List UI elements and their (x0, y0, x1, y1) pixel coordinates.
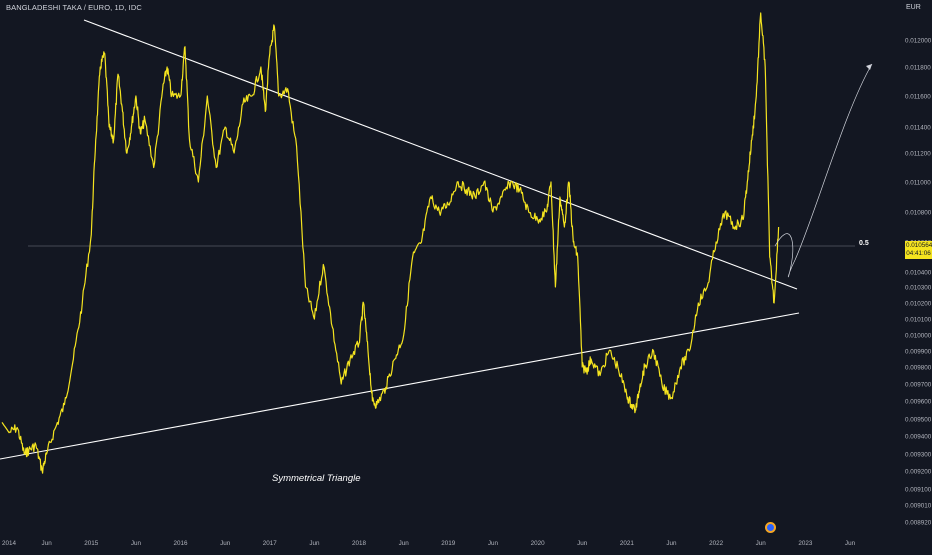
time-tick-label: 2017 (263, 540, 278, 547)
lower-trendline[interactable] (0, 312, 800, 460)
price-tick-label: 0.010100 (905, 317, 932, 324)
event-marker-icon[interactable] (765, 522, 776, 533)
time-tick-label: Jun (845, 540, 856, 547)
time-tick-label: Jun (577, 540, 588, 547)
time-tick-label: 2023 (798, 540, 813, 547)
price-tick-label: 0.011200 (905, 151, 931, 158)
time-tick-label: 2016 (174, 540, 189, 547)
price-tick-label: 0.012000 (905, 38, 932, 45)
price-tick-label: 0.009700 (905, 382, 932, 389)
time-tick-label: Jun (399, 540, 410, 547)
price-tick-label: 0.011000 (905, 180, 931, 187)
price-tick-label: 0.011400 (905, 125, 931, 132)
price-series-line (1, 12, 780, 474)
price-tick-label: 0.010300 (905, 285, 932, 292)
price-tick-label: 0.009600 (905, 399, 932, 406)
time-tick-label: Jun (42, 540, 53, 547)
price-tick-label: 0.009400 (905, 434, 932, 441)
projection-curve[interactable] (774, 63, 873, 278)
price-tick-label: 0.009100 (905, 487, 932, 494)
price-tick-label: 0.010800 (905, 210, 932, 217)
price-tick-label: 0.010200 (905, 301, 932, 308)
currency-label: EUR (906, 4, 921, 11)
time-tick-label: 2014 (2, 540, 17, 547)
time-tick-label: 2019 (441, 540, 456, 547)
time-tick-label: Jun (131, 540, 142, 547)
time-tick-label: 2018 (352, 540, 367, 547)
price-tick-label: 0.009900 (905, 349, 932, 356)
current-price-tag: 0.010564 04:41:06 (905, 241, 932, 259)
time-tick-label: 2015 (84, 540, 99, 547)
current-price: 0.010564 (906, 242, 932, 249)
price-tick-label: 0.010000 (905, 333, 932, 340)
time-axis[interactable]: 2014 Jun 2015 Jun 2016 Jun 2017 Jun 2018 Jun 2019 J… (2, 540, 856, 547)
price-tick-label: 0.009500 (905, 417, 932, 424)
upper-trendline[interactable] (83, 19, 798, 290)
bar-countdown: 04:41:06 (906, 250, 931, 257)
price-axis[interactable]: 0.012000 0.011800 0.011600 0.011400 0.011200… (905, 38, 932, 527)
price-tick-label: 0.011800 (905, 65, 931, 72)
price-tick-label: 0.009200 (905, 469, 932, 476)
price-tick-label: 0.011600 (905, 94, 931, 101)
fib-level-label: 0.5 (859, 240, 869, 247)
pattern-annotation[interactable]: Symmetrical Triangle (272, 473, 361, 484)
price-tick-label: 0.010400 (905, 270, 932, 277)
time-tick-label: 2022 (709, 540, 724, 547)
time-tick-label: Jun (666, 540, 677, 547)
time-tick-label: Jun (756, 540, 767, 547)
time-tick-label: Jun (309, 540, 320, 547)
price-tick-label: 0.009800 (905, 365, 932, 372)
time-tick-label: 2020 (531, 540, 546, 547)
projection-arrowhead (866, 64, 872, 70)
time-tick-label: Jun (220, 540, 231, 547)
price-tick-label: 0.008920 (905, 520, 932, 527)
price-tick-label: 0.009300 (905, 452, 932, 459)
time-tick-label: 2021 (620, 540, 635, 547)
chart-title: BANGLADESHI TAKA / EURO, 1D, IDC (6, 3, 142, 12)
time-tick-label: Jun (488, 540, 499, 547)
price-tick-label: 0.009010 (905, 503, 932, 510)
